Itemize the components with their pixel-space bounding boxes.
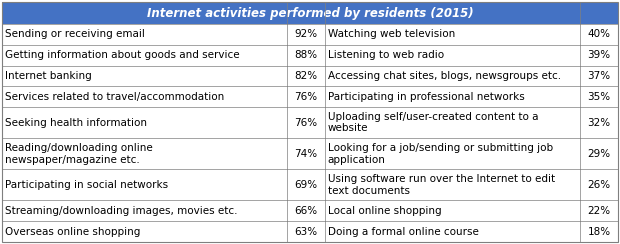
Text: Using software run over the Internet to edit
text documents: Using software run over the Internet to … <box>328 174 555 196</box>
Text: Participating in professional networks: Participating in professional networks <box>328 92 525 102</box>
Text: 69%: 69% <box>294 180 317 190</box>
Text: 88%: 88% <box>294 50 317 60</box>
Text: 92%: 92% <box>294 29 317 39</box>
Text: Seeking health information: Seeking health information <box>5 118 147 128</box>
Text: Overseas online shopping: Overseas online shopping <box>5 227 140 237</box>
Text: 35%: 35% <box>588 92 611 102</box>
Text: 29%: 29% <box>588 149 611 159</box>
Text: Watching web television: Watching web television <box>328 29 455 39</box>
Text: 37%: 37% <box>588 71 611 81</box>
Bar <box>2 86 618 107</box>
Bar <box>2 45 618 66</box>
Text: Looking for a job/sending or submitting job
application: Looking for a job/sending or submitting … <box>328 143 553 164</box>
Text: Streaming/downloading images, movies etc.: Streaming/downloading images, movies etc… <box>5 206 237 216</box>
Bar <box>2 24 618 45</box>
Text: Local online shopping: Local online shopping <box>328 206 441 216</box>
Text: 22%: 22% <box>588 206 611 216</box>
Text: Getting information about goods and service: Getting information about goods and serv… <box>5 50 239 60</box>
Text: 32%: 32% <box>588 118 611 128</box>
Text: Reading/downloading online
newspaper/magazine etc.: Reading/downloading online newspaper/mag… <box>5 143 153 164</box>
Bar <box>2 221 618 242</box>
Text: 66%: 66% <box>294 206 317 216</box>
Text: 39%: 39% <box>588 50 611 60</box>
Text: Services related to travel/accommodation: Services related to travel/accommodation <box>5 92 224 102</box>
Text: Accessing chat sites, blogs, newsgroups etc.: Accessing chat sites, blogs, newsgroups … <box>328 71 561 81</box>
Bar <box>2 107 618 138</box>
Bar <box>2 2 618 24</box>
Text: Internet activities performed by residents (2015): Internet activities performed by residen… <box>147 7 473 20</box>
Text: Sending or receiving email: Sending or receiving email <box>5 29 145 39</box>
Text: Listening to web radio: Listening to web radio <box>328 50 444 60</box>
Text: 26%: 26% <box>588 180 611 190</box>
Text: 18%: 18% <box>588 227 611 237</box>
Bar <box>2 201 618 221</box>
Text: 82%: 82% <box>294 71 317 81</box>
Bar <box>2 169 618 201</box>
Text: Participating in social networks: Participating in social networks <box>5 180 168 190</box>
Text: Uploading self/user-created content to a
website: Uploading self/user-created content to a… <box>328 112 538 133</box>
Text: Doing a formal online course: Doing a formal online course <box>328 227 479 237</box>
Text: 40%: 40% <box>588 29 611 39</box>
Text: 76%: 76% <box>294 118 317 128</box>
Text: 76%: 76% <box>294 92 317 102</box>
Text: 63%: 63% <box>294 227 317 237</box>
Bar <box>2 138 618 169</box>
Text: Internet banking: Internet banking <box>5 71 92 81</box>
Text: 74%: 74% <box>294 149 317 159</box>
Bar <box>2 66 618 86</box>
